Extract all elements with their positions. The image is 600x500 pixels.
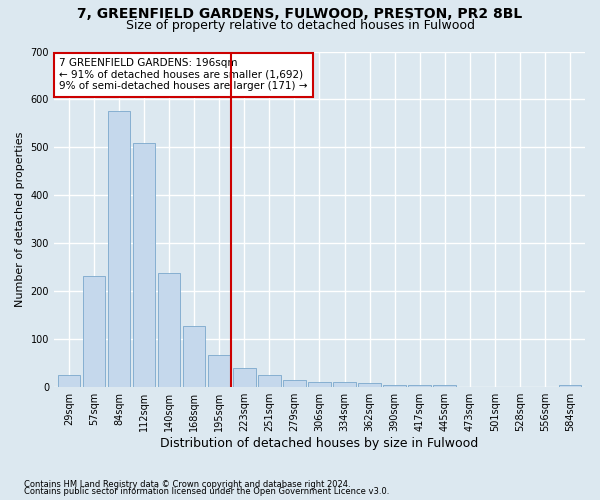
Bar [133,142,155,387]
Text: Size of property relative to detached houses in Fulwood: Size of property relative to detached ho… [125,19,475,32]
Text: 7 GREENFIELD GARDENS: 196sqm
← 91% of detached houses are smaller (1,692)
9% of : 7 GREENFIELD GARDENS: 196sqm ← 91% of de… [59,58,308,92]
Bar [58,375,80,387]
Bar [409,386,431,387]
Bar [383,385,406,387]
Bar [158,273,181,387]
Y-axis label: Number of detached properties: Number of detached properties [15,132,25,307]
Text: 7, GREENFIELD GARDENS, FULWOOD, PRESTON, PR2 8BL: 7, GREENFIELD GARDENS, FULWOOD, PRESTON,… [77,8,523,22]
Bar [433,385,456,387]
Bar [283,380,305,387]
Text: Contains HM Land Registry data © Crown copyright and database right 2024.: Contains HM Land Registry data © Crown c… [24,480,350,489]
Bar [233,368,256,387]
Bar [559,385,581,387]
Bar [258,375,281,387]
Bar [183,326,205,387]
Bar [358,384,381,387]
Bar [308,382,331,387]
Bar [108,112,130,387]
Bar [208,354,230,387]
Bar [83,276,105,387]
X-axis label: Distribution of detached houses by size in Fulwood: Distribution of detached houses by size … [160,437,479,450]
Text: Contains public sector information licensed under the Open Government Licence v3: Contains public sector information licen… [24,487,389,496]
Bar [333,382,356,387]
